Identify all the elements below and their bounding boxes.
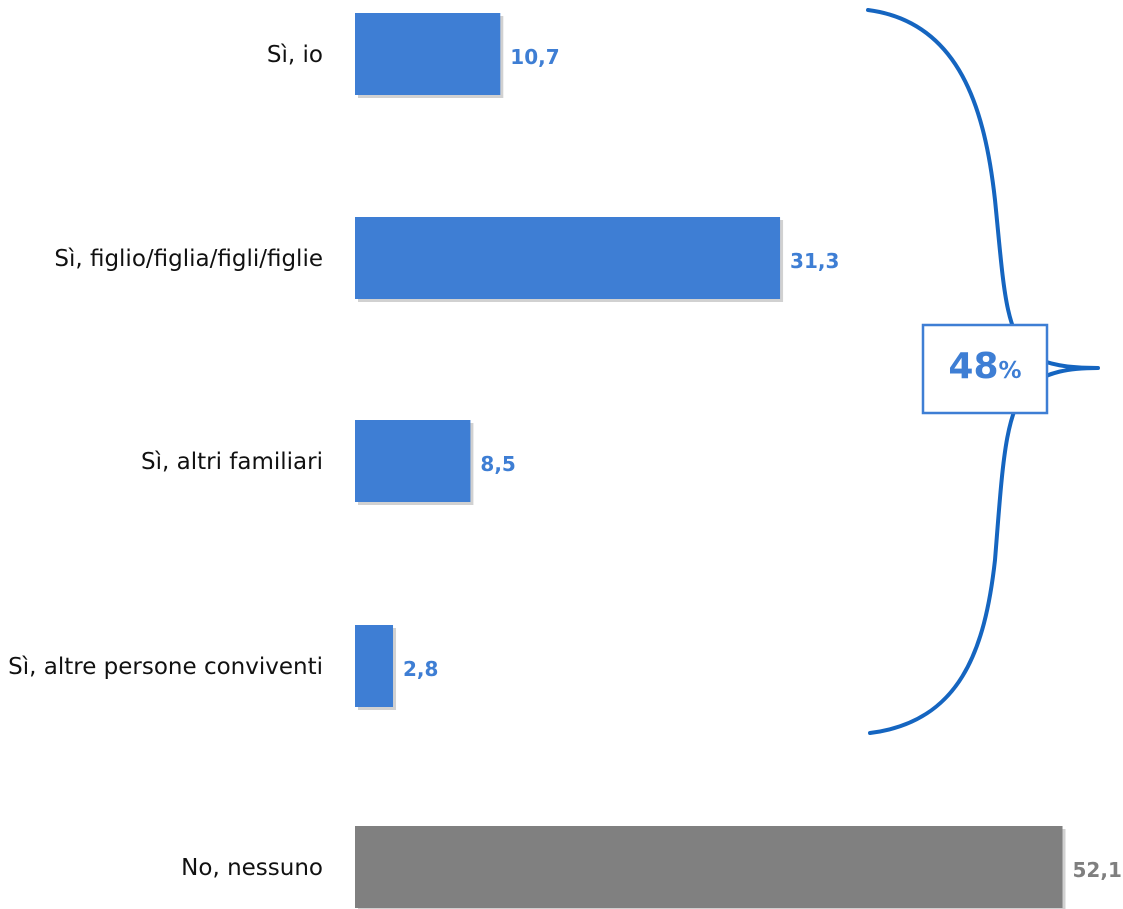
- value-label: 31,3: [790, 249, 839, 273]
- bar: [355, 625, 394, 707]
- labels-layer: Sì, io 10,7 Sì, figlio/figlia/figli/figlie…: [8, 42, 1122, 882]
- value-label: 2,8: [403, 657, 438, 681]
- category-label: Sì, io: [267, 42, 323, 68]
- value-label: 52,1: [1073, 858, 1122, 882]
- category-label: No, nessuno: [181, 855, 323, 881]
- bar: [355, 826, 1063, 908]
- category-label: Sì, altre persone conviventi: [8, 654, 323, 680]
- value-label: 8,5: [480, 452, 515, 476]
- bar: [355, 217, 781, 299]
- category-label: Sì, altri familiari: [141, 449, 323, 475]
- group-summary-label: 48%: [948, 346, 1021, 387]
- bar: [355, 420, 471, 502]
- bar: [355, 13, 501, 95]
- category-label: Sì, figlio/figlia/figli/figlie: [54, 246, 323, 272]
- bars-layer: [355, 13, 1066, 909]
- group-summary-value: 48: [948, 346, 998, 387]
- group-summary-box: 48%: [921, 323, 1049, 415]
- value-label: 10,7: [510, 45, 559, 69]
- group-summary-unit: %: [999, 358, 1022, 384]
- group-brace: [866, 8, 1100, 735]
